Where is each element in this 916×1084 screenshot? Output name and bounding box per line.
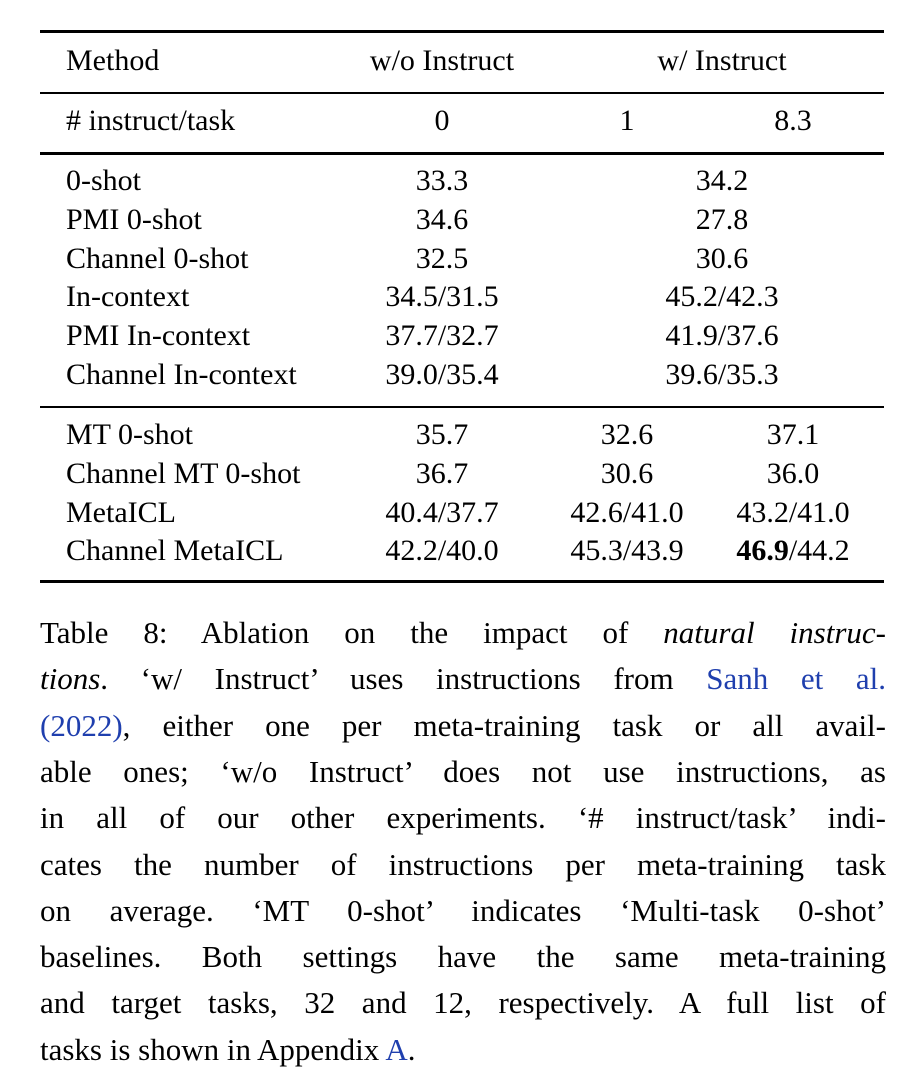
caption-line: and target tasks, 32 and 12, respectivel… [40,980,886,1026]
bold-value: 46.9 [736,534,789,568]
header-cell: w/ Instruct [657,44,787,77]
subheader-rule [40,152,884,155]
caption-text: , either one per meta-training task or a… [122,707,886,743]
table-cell: 42.6/41.0 [570,495,684,529]
caption-text: Table 8: Ablation on the impact of [40,615,664,650]
table-cell: 35.7 [415,418,469,451]
table-cell: 30.6 [695,241,749,275]
italic-text: natural instruc- [663,615,886,650]
row-label: 0-shot [66,164,141,197]
header-cell: w/o Instruct [369,44,515,77]
caption-text: tasks is shown in Appendix [40,1031,386,1067]
citation-link[interactable]: A [385,1031,408,1067]
caption-text: baselines. Both settings have the same m… [40,939,886,975]
table-cell: 36.0 [766,456,820,490]
caption-line: (2022), either one per meta-training tas… [40,703,886,749]
table-cell: 33.3 [415,164,469,197]
caption-line: baselines. Both settings have the same m… [40,934,886,980]
caption-line: on average. ‘MT 0-shot’ indicates ‘Multi… [40,888,886,934]
table-cell: 42.2/40.0 [385,534,499,568]
value: /44.2 [788,534,850,568]
caption-line: tions. ‘w/ Instruct’ uses instructions f… [40,656,886,702]
table-cell: 45.3/43.9 [570,534,684,568]
caption-text: in all of our other experiments. ‘# inst… [40,800,886,836]
table-cell: 46.9/44.2 [736,532,849,570]
group-rule [40,406,884,408]
table-cell: 32.6 [600,418,654,451]
caption-line: cates the number of instructions per met… [40,842,886,888]
citation-link[interactable]: Sanh et al. [706,661,886,697]
table-cell: 30.6 [600,456,654,490]
caption-text: . ‘w/ Instruct’ uses instructions from [100,661,707,697]
table-cell: 34.5/31.5 [385,280,499,314]
subheader-cell: 1 [619,104,635,137]
table-cell: 27.8 [695,202,749,236]
subheader-cell: # instruct/task [66,104,236,137]
header-cell: Method [66,44,160,77]
table-cell: 36.7 [415,456,469,490]
row-label: MT 0-shot [66,418,193,451]
caption-line: able ones; ‘w/o Instruct’ does not use i… [40,749,886,795]
table-cell: 41.9/37.6 [665,319,779,353]
caption-line: Table 8: Ablation on the impact of natur… [40,610,886,656]
subheader-cell: 8.3 [774,104,812,137]
row-label: Channel 0-shot [66,241,249,275]
table-cell: 39.0/35.4 [385,358,499,391]
row-label: MetaICL [66,495,176,529]
table-cell: 45.2/42.3 [665,280,779,314]
table-cell: 34.6 [415,202,469,236]
row-label: PMI In-context [66,319,251,353]
subheader-cell: 0 [434,104,450,137]
top-rule [40,30,884,33]
header-rule [40,92,884,94]
table-cell: 32.5 [415,241,469,275]
row-label: Channel MT 0-shot [66,456,301,490]
bottom-rule [40,580,884,583]
caption-line: in all of our other experiments. ‘# inst… [40,795,886,841]
row-label: In-context [66,280,190,314]
italic-text: tions [40,661,101,697]
table-cell: 39.6/35.3 [665,358,779,391]
caption-text: on average. ‘MT 0-shot’ indicates ‘Multi… [40,892,886,928]
citation-link[interactable]: (2022) [40,707,123,743]
caption-line: tasks is shown in Appendix A. [40,1027,886,1073]
table-cell: 40.4/37.7 [385,495,499,529]
caption-text: . [407,1031,416,1067]
table-cell: 34.2 [695,164,749,197]
table-cell: 37.7/32.7 [385,319,499,353]
caption-text: and target tasks, 32 and 12, respectivel… [40,985,886,1021]
row-label: PMI 0-shot [66,202,202,236]
caption-text: cates the number of instructions per met… [40,846,886,882]
row-label: Channel MetaICL [66,534,284,568]
caption-text: able ones; ‘w/o Instruct’ does not use i… [40,753,886,789]
table-cell: 43.2/41.0 [736,495,850,529]
row-label: Channel In-context [66,358,297,391]
table-cell: 37.1 [766,418,820,451]
